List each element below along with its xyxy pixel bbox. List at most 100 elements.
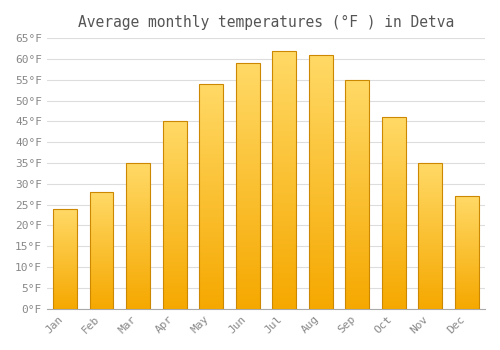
Bar	[382, 292, 406, 293]
Bar	[346, 245, 369, 247]
Bar	[272, 254, 296, 257]
Bar	[272, 231, 296, 234]
Bar	[54, 209, 77, 210]
Bar	[455, 246, 478, 247]
Bar	[455, 281, 478, 282]
Bar	[455, 262, 478, 264]
Bar	[200, 271, 223, 273]
Bar	[346, 240, 369, 242]
Bar	[163, 273, 186, 275]
Bar	[236, 178, 260, 181]
Bar	[418, 272, 442, 274]
Bar	[126, 207, 150, 208]
Bar	[455, 249, 478, 250]
Bar	[126, 164, 150, 166]
Bar	[272, 247, 296, 250]
Bar	[236, 166, 260, 169]
Bar	[126, 280, 150, 281]
Bar	[309, 294, 332, 296]
Bar	[272, 175, 296, 177]
Bar	[309, 263, 332, 266]
Bar	[272, 291, 296, 293]
Bar	[200, 219, 223, 221]
Bar	[200, 295, 223, 298]
Bar	[346, 236, 369, 238]
Bar	[126, 307, 150, 309]
Bar	[418, 258, 442, 259]
Bar	[346, 130, 369, 132]
Bar	[418, 211, 442, 212]
Bar	[272, 239, 296, 241]
Bar	[455, 265, 478, 266]
Bar	[54, 286, 77, 287]
Bar	[236, 117, 260, 120]
Bar	[126, 212, 150, 214]
Bar	[309, 207, 332, 210]
Bar	[309, 57, 332, 60]
Bar	[346, 222, 369, 224]
Bar	[309, 250, 332, 253]
Bar	[236, 83, 260, 85]
Bar	[163, 245, 186, 247]
Bar	[346, 219, 369, 222]
Bar	[455, 272, 478, 273]
Bar	[382, 220, 406, 223]
Bar	[54, 220, 77, 221]
Bar	[126, 272, 150, 274]
Bar	[418, 270, 442, 271]
Bar	[236, 245, 260, 247]
Bar	[90, 284, 114, 286]
Bar	[90, 203, 114, 204]
Bar	[418, 192, 442, 194]
Bar	[309, 202, 332, 205]
Bar	[455, 209, 478, 210]
Bar	[236, 171, 260, 174]
Bar	[272, 200, 296, 203]
Bar	[54, 244, 77, 245]
Bar	[200, 214, 223, 217]
Bar	[455, 205, 478, 206]
Bar	[126, 243, 150, 245]
Bar	[200, 100, 223, 102]
Bar	[455, 206, 478, 208]
Bar	[382, 209, 406, 211]
Bar	[455, 234, 478, 236]
Bar	[272, 303, 296, 306]
Bar	[418, 261, 442, 262]
Bar	[309, 133, 332, 136]
Bar	[346, 172, 369, 174]
Bar	[346, 176, 369, 178]
Bar	[346, 258, 369, 261]
Bar	[163, 258, 186, 260]
Bar	[382, 289, 406, 292]
Bar	[54, 230, 77, 231]
Bar	[126, 252, 150, 253]
Bar	[272, 126, 296, 128]
Bar	[163, 211, 186, 213]
Bar	[346, 190, 369, 192]
Bar	[455, 203, 478, 204]
Bar	[54, 257, 77, 258]
Bar	[346, 288, 369, 290]
Bar	[90, 247, 114, 248]
Bar	[200, 201, 223, 203]
Bar	[309, 256, 332, 258]
Bar	[309, 220, 332, 222]
Bar	[346, 217, 369, 219]
Bar	[418, 179, 442, 181]
Bar	[382, 202, 406, 203]
Bar	[126, 255, 150, 256]
Bar	[54, 281, 77, 282]
Bar	[200, 212, 223, 214]
Bar	[54, 210, 77, 211]
Bar	[309, 78, 332, 80]
Bar	[54, 274, 77, 275]
Bar	[272, 87, 296, 89]
Bar	[309, 93, 332, 96]
Bar	[455, 303, 478, 304]
Bar	[418, 204, 442, 205]
Bar	[309, 240, 332, 243]
Bar	[90, 301, 114, 302]
Bar	[455, 280, 478, 281]
Bar	[163, 208, 186, 209]
